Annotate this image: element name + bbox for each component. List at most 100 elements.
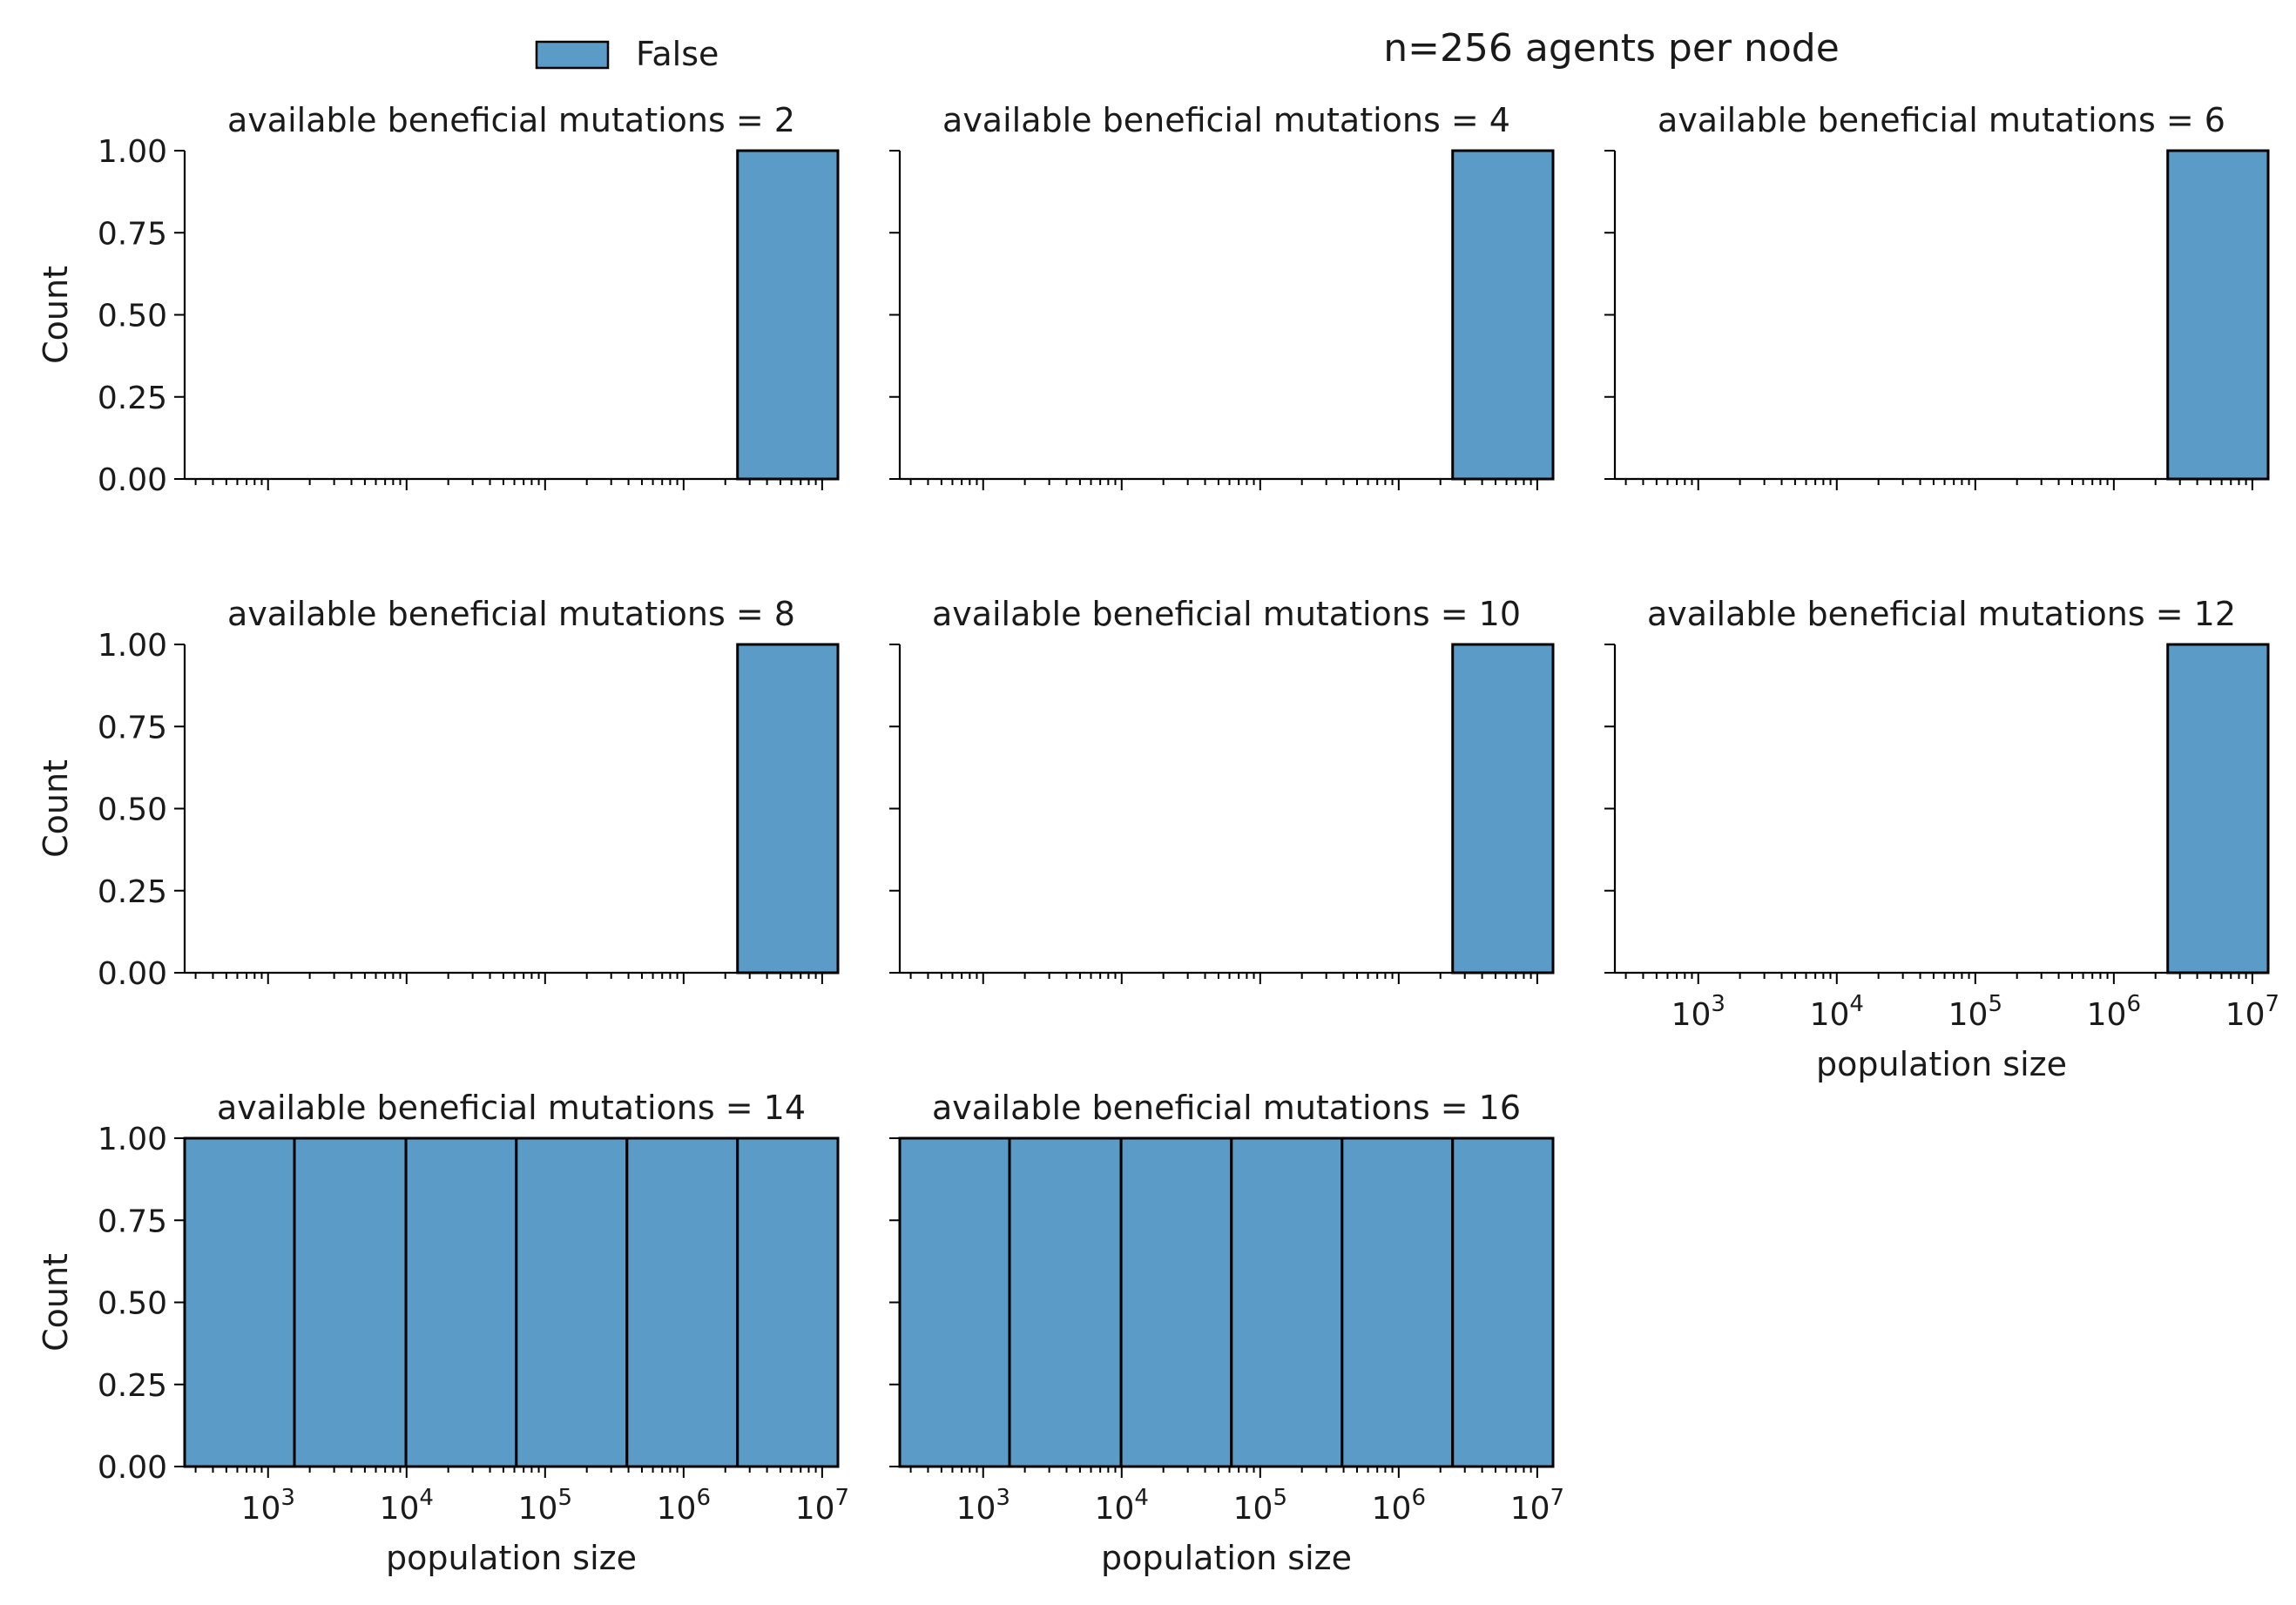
bar bbox=[1451, 1136, 1555, 1468]
panel-title: available beneficial mutations = 14 bbox=[217, 1089, 806, 1127]
x-axis-label: population size bbox=[386, 1539, 637, 1577]
bar bbox=[1451, 643, 1555, 974]
x-tick-exponent: 6 bbox=[1411, 1485, 1426, 1511]
bar bbox=[736, 1136, 840, 1468]
x-tick-exponent: 3 bbox=[280, 1485, 295, 1511]
bar bbox=[898, 1136, 1011, 1468]
x-tick-exponent: 5 bbox=[1273, 1485, 1287, 1511]
x-tick-base: 10 bbox=[1233, 1491, 1273, 1527]
x-tick-base: 10 bbox=[1510, 1491, 1550, 1527]
panel-4: available beneficial mutations = 8 0.00 0.… bbox=[37, 595, 840, 992]
x-tick-label: 105 bbox=[1233, 1485, 1287, 1527]
panel-title: available beneficial mutations = 16 bbox=[932, 1089, 1521, 1127]
bar bbox=[183, 1136, 296, 1468]
panel-2: available beneficial mutations = 4 bbox=[889, 101, 1555, 490]
y-tick-label: 0.75 bbox=[98, 1204, 167, 1239]
x-tick-exponent: 4 bbox=[1849, 991, 1864, 1017]
panel-title: available beneficial mutations = 8 bbox=[227, 595, 795, 633]
x-axis-label: population size bbox=[1101, 1539, 1352, 1577]
y-tick-label: 0.25 bbox=[98, 874, 167, 910]
x-tick-exponent: 4 bbox=[419, 1485, 434, 1511]
x-tick-base: 10 bbox=[518, 1491, 558, 1527]
x-tick-label: 105 bbox=[518, 1485, 572, 1527]
x-tick-base: 10 bbox=[657, 1491, 697, 1527]
x-tick-base: 10 bbox=[795, 1491, 835, 1527]
y-tick-label: 0.25 bbox=[98, 1368, 167, 1404]
legend-label: False bbox=[636, 35, 719, 73]
x-tick-base: 10 bbox=[1095, 1491, 1135, 1527]
x-tick-base: 10 bbox=[1810, 997, 1850, 1033]
x-tick-label: 103 bbox=[1671, 991, 1725, 1033]
y-tick-label: 0.25 bbox=[98, 381, 167, 416]
bar bbox=[293, 1136, 408, 1468]
bar bbox=[625, 1136, 739, 1468]
x-tick-base: 10 bbox=[1671, 997, 1712, 1033]
y-tick-label: 1.00 bbox=[98, 1122, 167, 1157]
bar bbox=[736, 149, 840, 481]
bar bbox=[1230, 1136, 1344, 1468]
x-tick-label: 103 bbox=[241, 1485, 295, 1527]
y-axis-label: Count bbox=[37, 759, 75, 858]
bar bbox=[736, 643, 840, 974]
x-tick-label: 103 bbox=[956, 1485, 1010, 1527]
x-tick-label: 105 bbox=[1948, 991, 2002, 1033]
panel-title: available beneficial mutations = 10 bbox=[932, 595, 1521, 633]
x-tick-label: 106 bbox=[2087, 991, 2141, 1033]
figure-suptitle: n=256 agents per node bbox=[1383, 26, 1840, 71]
panel-title: available beneficial mutations = 6 bbox=[1658, 101, 2225, 139]
y-tick-label: 1.00 bbox=[98, 134, 167, 170]
x-tick-exponent: 4 bbox=[1134, 1485, 1149, 1511]
x-tick-exponent: 3 bbox=[996, 1485, 1010, 1511]
y-tick-label: 0.75 bbox=[98, 216, 167, 252]
y-tick-label: 0.00 bbox=[98, 956, 167, 992]
x-tick-label: 106 bbox=[657, 1485, 711, 1527]
bar bbox=[2166, 149, 2270, 481]
x-tick-exponent: 6 bbox=[696, 1485, 711, 1511]
x-tick-base: 10 bbox=[2225, 997, 2266, 1033]
x-axis-label: population size bbox=[1816, 1045, 2067, 1083]
x-tick-label: 107 bbox=[795, 1485, 849, 1527]
panel-1: available beneficial mutations = 2 0.00 0.… bbox=[37, 101, 840, 498]
y-tick-label: 0.75 bbox=[98, 710, 167, 745]
x-tick-label: 106 bbox=[1372, 1485, 1426, 1527]
bar bbox=[515, 1136, 629, 1468]
y-axis-label: Count bbox=[37, 1253, 75, 1352]
y-tick-label: 0.50 bbox=[98, 1286, 167, 1322]
x-tick-label: 104 bbox=[380, 1485, 434, 1527]
x-tick-base: 10 bbox=[956, 1491, 996, 1527]
bar bbox=[1340, 1136, 1455, 1468]
y-tick-label: 0.50 bbox=[98, 299, 167, 334]
bar bbox=[2166, 643, 2270, 974]
x-tick-base: 10 bbox=[1372, 1491, 1412, 1527]
x-tick-base: 10 bbox=[1948, 997, 1989, 1033]
x-tick-exponent: 6 bbox=[2126, 991, 2141, 1017]
bar bbox=[1008, 1136, 1123, 1468]
x-tick-label: 107 bbox=[2225, 991, 2279, 1033]
x-tick-exponent: 3 bbox=[1711, 991, 1725, 1017]
panel-5: available beneficial mutations = 10 bbox=[889, 595, 1555, 984]
x-tick-label: 104 bbox=[1810, 991, 1864, 1033]
x-tick-exponent: 5 bbox=[1988, 991, 2002, 1017]
x-tick-label: 107 bbox=[1510, 1485, 1564, 1527]
y-tick-label: 0.00 bbox=[98, 462, 167, 498]
x-tick-exponent: 7 bbox=[1550, 1485, 1565, 1511]
x-tick-exponent: 7 bbox=[835, 1485, 850, 1511]
x-tick-base: 10 bbox=[2087, 997, 2127, 1033]
y-tick-label: 1.00 bbox=[98, 628, 167, 664]
x-tick-base: 10 bbox=[241, 1491, 281, 1527]
panel-title: available beneficial mutations = 12 bbox=[1647, 595, 2236, 633]
legend: False bbox=[535, 35, 719, 73]
panel-title: available beneficial mutations = 4 bbox=[942, 101, 1510, 139]
x-tick-exponent: 5 bbox=[557, 1485, 572, 1511]
legend-swatch bbox=[535, 40, 610, 70]
panels: available beneficial mutations = 2 0.00 0.… bbox=[37, 101, 2279, 1577]
y-tick-label: 0.00 bbox=[98, 1450, 167, 1486]
y-tick-label: 0.50 bbox=[98, 792, 167, 828]
x-tick-label: 104 bbox=[1095, 1485, 1149, 1527]
x-tick-base: 10 bbox=[380, 1491, 420, 1527]
panel-title: available beneficial mutations = 2 bbox=[227, 101, 795, 139]
panel-7: available beneficial mutations = 14 0.00 0… bbox=[37, 1089, 849, 1577]
